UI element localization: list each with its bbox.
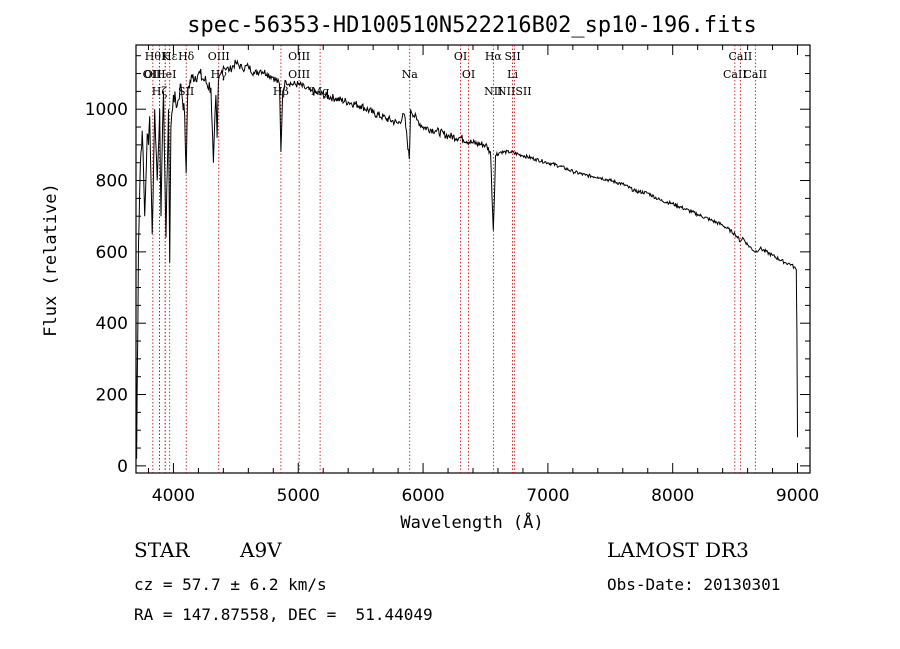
line-label-bottom: OIHeI: [143, 68, 177, 81]
line-label-bottom: Hβ: [273, 85, 289, 98]
y-tick-label: 600: [96, 243, 128, 263]
line-label-top: Hα: [485, 50, 503, 63]
y-tick-label: 1000: [85, 100, 128, 120]
y-tick-label: 800: [96, 172, 128, 192]
line-label-top: SII: [504, 50, 520, 63]
x-axis-label: Wavelength (Å): [400, 511, 543, 533]
y-tick-label: 400: [96, 314, 128, 334]
line-label-bottom: CaII: [743, 68, 767, 81]
line-label-top: OI: [454, 50, 467, 63]
plot-frame: [135, 44, 811, 474]
object-class: STAR: [134, 538, 190, 562]
line-label-top: Hδ: [178, 50, 195, 63]
emission-line-markers: [152, 45, 756, 473]
x-tick-label: 7000: [526, 486, 569, 506]
line-label-bottom: Li: [507, 68, 518, 81]
line-label-bottom: OIII: [288, 68, 310, 81]
line-label-top: OIII: [208, 50, 230, 63]
line-label-top: CaII: [729, 50, 753, 63]
line-label-bottom: CaII: [723, 68, 747, 81]
line-label-bottom: Hζ: [152, 85, 168, 98]
flux-series-line: [135, 59, 798, 459]
x-tick-label: 4000: [152, 486, 195, 506]
x-tick-label: 6000: [401, 486, 444, 506]
x-tick-label: 5000: [277, 486, 320, 506]
line-label-bottom: OI: [462, 68, 475, 81]
x-tick-label: 9000: [776, 486, 819, 506]
line-label-bottom: Na: [402, 68, 419, 81]
y-tick-label: 0: [117, 457, 128, 477]
x-tick-label: 8000: [651, 486, 694, 506]
redshift-cz: cz = 57.7 ± 6.2 km/s: [134, 575, 327, 594]
line-label-top: K: [161, 50, 170, 63]
object-subclass: A9V: [240, 538, 282, 562]
emission-line-labels: HεKHθOIIHζOIHeIHδSIIOIIIHγHβOIIIOIIIMgNa…: [143, 50, 767, 98]
line-label-bottom: Mg: [311, 85, 329, 98]
survey-name: LAMOST DR3: [607, 538, 749, 562]
line-label-top: OIII: [288, 50, 310, 63]
y-axis-label: Flux (relative): [41, 183, 61, 337]
line-label-bottom: NIISII: [497, 85, 532, 98]
line-label-bottom: OII: [144, 68, 162, 81]
line-label-bottom: NII: [484, 85, 502, 98]
observation-date: Obs-Date: 20130301: [607, 575, 781, 594]
line-label-top: Hθ: [145, 50, 162, 63]
ra-dec: RA = 147.87558, DEC = 51.44049: [134, 605, 433, 624]
chart-title: spec-56353-HD100510N522216B02_sp10-196.f…: [187, 13, 757, 38]
axis-ticks: 4000 5000 6000 7000 8000 9000 0 200 400 600 800 100…: [85, 45, 819, 506]
y-tick-label: 200: [96, 386, 128, 406]
